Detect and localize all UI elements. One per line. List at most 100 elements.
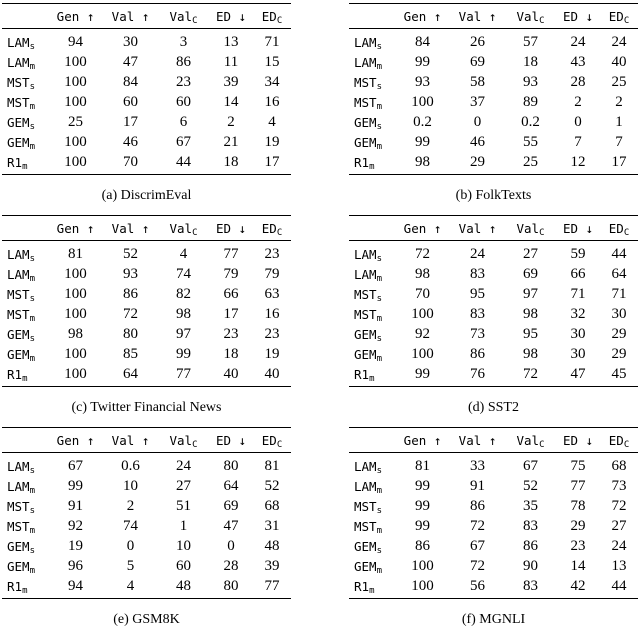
column-label: Gen bbox=[56, 433, 80, 448]
value-cell: 98 bbox=[176, 305, 191, 322]
value-cell: 26 bbox=[470, 33, 485, 50]
table-row: MSTs 93 58 93 28 25 bbox=[349, 72, 638, 92]
row-label-subscript: m bbox=[29, 485, 35, 496]
value-cell: 52 bbox=[123, 245, 138, 262]
table-header: Gen ↑ Val ↑ ValC ED ↓ EDC bbox=[349, 427, 638, 453]
column-label: Val bbox=[516, 221, 540, 236]
value-cell: 60 bbox=[176, 93, 191, 110]
value-cell: 40 bbox=[264, 365, 280, 382]
value-cell: 39 bbox=[223, 73, 239, 90]
table-folktexts: Gen ↑ Val ↑ ValC ED ↓ EDC LAMs 84 26 57 24 24 LAMm… bbox=[349, 3, 638, 204]
value-cell: 12 bbox=[570, 153, 586, 170]
value-cell: 100 bbox=[411, 305, 434, 322]
column-header-val-c: ValC bbox=[158, 3, 209, 29]
value-cell: 71 bbox=[611, 285, 627, 302]
column-subscript: C bbox=[539, 440, 545, 450]
value-cell: 97 bbox=[176, 325, 191, 342]
value-cell: 16 bbox=[264, 305, 280, 322]
value-cell: 28 bbox=[223, 557, 239, 574]
table-row: R1m 100 64 77 40 40 bbox=[2, 364, 291, 387]
table-row: LAMm 99 69 18 43 40 bbox=[349, 52, 638, 72]
corner-cell bbox=[2, 215, 48, 241]
value-cell: 67 bbox=[523, 457, 538, 474]
value-cell: 99 bbox=[415, 365, 430, 382]
results-table: Gen ↑ Val ↑ ValC ED ↓ EDC LAMs 84 26 57 24 24 LAMm… bbox=[349, 3, 638, 175]
value-cell: 0.2 bbox=[521, 113, 540, 130]
header-row: Gen ↑ Val ↑ ValC ED ↓ EDC bbox=[2, 3, 291, 29]
row-label: MSTm bbox=[354, 306, 382, 324]
value-cell: 80 bbox=[223, 577, 239, 594]
down-arrow-icon: ↓ bbox=[578, 221, 594, 236]
value-cell: 72 bbox=[470, 557, 485, 574]
value-cell: 56 bbox=[470, 577, 485, 594]
value-cell: 51 bbox=[176, 497, 191, 514]
value-cell: 67 bbox=[176, 133, 191, 150]
column-label: ED bbox=[215, 221, 231, 236]
row-label-subscript: m bbox=[29, 141, 35, 152]
value-cell: 14 bbox=[570, 557, 586, 574]
column-label: Gen bbox=[56, 9, 80, 24]
value-cell: 23 bbox=[176, 73, 191, 90]
value-cell: 13 bbox=[611, 557, 627, 574]
value-cell: 46 bbox=[123, 133, 138, 150]
value-cell: 44 bbox=[611, 577, 627, 594]
value-cell: 1 bbox=[615, 113, 623, 130]
value-cell: 17 bbox=[264, 153, 280, 170]
table-row: GEMm 100 85 99 18 19 bbox=[2, 344, 291, 364]
value-cell: 83 bbox=[523, 517, 538, 534]
value-cell: 72 bbox=[415, 245, 430, 262]
table-body: LAMs 67 0.6 24 80 81 LAMm 99 10 27 64 52 MSTs 91 2 51 69… bbox=[2, 453, 291, 599]
value-cell: 100 bbox=[64, 53, 87, 70]
row-label-subscript: m bbox=[376, 525, 382, 536]
table-row: MSTs 100 86 82 66 63 bbox=[2, 284, 291, 304]
table-row: MSTs 70 95 97 71 71 bbox=[349, 284, 638, 304]
row-label-subscript: m bbox=[29, 61, 35, 72]
value-cell: 4 bbox=[179, 245, 188, 262]
value-cell: 11 bbox=[223, 53, 239, 70]
value-cell: 66 bbox=[570, 265, 586, 282]
value-cell: 33 bbox=[470, 457, 485, 474]
value-cell: 98 bbox=[523, 305, 538, 322]
row-label-subscript: m bbox=[369, 585, 375, 596]
table-header: Gen ↑ Val ↑ ValC ED ↓ EDC bbox=[2, 427, 291, 453]
corner-cell bbox=[349, 215, 395, 241]
column-label: Val bbox=[458, 433, 482, 448]
column-header-val-c: ValC bbox=[505, 3, 556, 29]
row-label-subscript: m bbox=[376, 141, 382, 152]
value-cell: 10 bbox=[123, 477, 138, 494]
row-label: LAMm bbox=[7, 54, 35, 72]
column-subscript: C bbox=[276, 16, 283, 26]
column-header-val-c: ValC bbox=[505, 427, 556, 453]
column-label: ED bbox=[562, 221, 578, 236]
up-arrow-icon: ↑ bbox=[426, 9, 442, 24]
column-label: Val bbox=[111, 9, 135, 24]
up-arrow-icon: ↑ bbox=[426, 221, 442, 236]
row-label: MSTm bbox=[7, 94, 35, 112]
value-cell: 83 bbox=[470, 305, 485, 322]
value-cell: 100 bbox=[64, 93, 87, 110]
row-label: GEMm bbox=[354, 558, 382, 576]
value-cell: 55 bbox=[523, 133, 538, 150]
value-cell: 79 bbox=[264, 265, 280, 282]
value-cell: 86 bbox=[123, 285, 138, 302]
column-label: ED bbox=[215, 9, 231, 24]
row-label-subscript: s bbox=[29, 545, 35, 556]
value-cell: 63 bbox=[264, 285, 280, 302]
row-label: MSTm bbox=[7, 518, 35, 536]
value-cell: 69 bbox=[523, 265, 538, 282]
value-cell: 92 bbox=[415, 325, 430, 342]
column-header-ed: ED ↓ bbox=[556, 3, 600, 29]
table-row: R1m 100 56 83 42 44 bbox=[349, 576, 638, 599]
column-header-gen: Gen ↑ bbox=[395, 3, 450, 29]
table-row: MSTm 99 72 83 29 27 bbox=[349, 516, 638, 536]
value-cell: 100 bbox=[64, 365, 87, 382]
table-header: Gen ↑ Val ↑ ValC ED ↓ EDC bbox=[349, 215, 638, 241]
value-cell: 100 bbox=[64, 285, 87, 302]
value-cell: 60 bbox=[176, 557, 191, 574]
value-cell: 29 bbox=[611, 345, 627, 362]
up-arrow-icon: ↑ bbox=[481, 9, 497, 24]
column-label: ED bbox=[562, 9, 578, 24]
row-label-subscript: m bbox=[376, 485, 382, 496]
column-header-ed-c: EDC bbox=[253, 215, 291, 241]
row-label-subscript: s bbox=[376, 81, 382, 92]
